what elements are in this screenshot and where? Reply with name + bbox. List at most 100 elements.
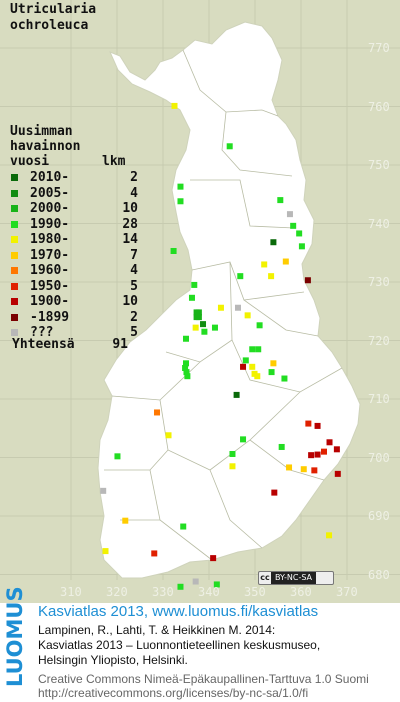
observation-marker xyxy=(182,364,189,371)
observation-marker xyxy=(311,467,318,474)
observation-marker xyxy=(177,198,184,205)
legend-count: 4 xyxy=(130,263,138,278)
legend-heading: Uusimman havainnon vuosi lkm xyxy=(10,124,125,169)
legend-swatch xyxy=(11,205,18,212)
observation-marker xyxy=(102,548,109,555)
y-axis-label: 690 xyxy=(368,509,390,523)
y-axis-label: 750 xyxy=(368,158,390,172)
observation-marker xyxy=(270,239,277,246)
legend-count: 10 xyxy=(122,201,138,216)
observation-marker xyxy=(211,324,218,331)
observation-marker xyxy=(177,183,184,190)
legend-label: 1900- xyxy=(30,294,70,309)
observation-marker xyxy=(314,422,321,429)
legend-label: 1970- xyxy=(30,247,70,263)
x-axis-label: 370 xyxy=(336,585,358,599)
observation-marker xyxy=(278,443,285,450)
legend-label: 1990- xyxy=(30,216,70,232)
license-line: http://creativecommons.org/licenses/by-n… xyxy=(38,686,309,700)
observation-marker xyxy=(282,258,289,265)
observation-marker xyxy=(151,550,158,557)
observation-marker xyxy=(304,277,311,284)
observation-marker xyxy=(229,463,236,470)
legend-count: 7 xyxy=(130,247,138,263)
cc-license-badge: cc BY-NC-SA xyxy=(258,571,334,585)
legend-swatch xyxy=(11,298,18,305)
observation-marker xyxy=(254,373,261,380)
legend-total-count: 91 xyxy=(112,337,128,352)
observation-marker xyxy=(195,314,202,321)
legend-swatch xyxy=(11,267,18,274)
finland-land xyxy=(97,21,361,579)
y-axis-label: 740 xyxy=(368,216,390,231)
legend-count: 14 xyxy=(122,232,138,247)
observation-marker xyxy=(321,448,327,455)
legend-total-label: Yhteensä xyxy=(12,337,75,352)
region-borders xyxy=(104,49,343,561)
legend-swatch xyxy=(11,282,18,290)
observation-marker xyxy=(308,452,315,459)
legend-count: 2 xyxy=(130,309,138,325)
observation-marker xyxy=(171,102,178,109)
observation-marker xyxy=(177,583,184,590)
y-axis-label: 730 xyxy=(368,275,390,289)
observation-marker xyxy=(184,373,191,380)
x-axis-label: 310 xyxy=(60,585,82,599)
observation-marker xyxy=(229,450,236,457)
citation-line: Helsingin Yliopisto, Helsinki. xyxy=(38,653,188,667)
legend-count: 4 xyxy=(130,185,138,201)
cc-icon: cc xyxy=(260,573,270,582)
observation-marker xyxy=(305,420,312,427)
observation-marker xyxy=(180,523,187,530)
species-name-line: Utricularia xyxy=(10,2,97,17)
legend-label: 2000- xyxy=(30,201,70,216)
observation-marker xyxy=(122,517,129,524)
citation: Lampinen, R., Lahti, T. & Heikkinen M. 2… xyxy=(38,623,320,668)
x-axis-label: 360 xyxy=(290,585,312,599)
observation-marker xyxy=(170,247,177,254)
citation-line: Kasviatlas 2013 – Luonnontieteellinen ke… xyxy=(38,638,321,652)
observation-marker xyxy=(240,436,247,443)
observation-marker xyxy=(183,335,189,342)
observation-marker xyxy=(226,143,233,150)
legend-count: 10 xyxy=(122,294,138,309)
x-axis-label: 320 xyxy=(106,585,128,599)
legend-swatch xyxy=(11,220,18,228)
y-axis-label: 770 xyxy=(368,41,390,55)
observation-marker xyxy=(114,453,121,460)
finland-distribution-map xyxy=(0,0,400,590)
observation-marker xyxy=(100,487,107,494)
legend-label: 1980- xyxy=(30,232,70,247)
observation-marker xyxy=(249,346,256,353)
atlas-headline: Kasviatlas 2013, www.luomus.fi/kasviatla… xyxy=(38,603,319,620)
legend-label: 1950- xyxy=(30,278,70,294)
observation-marker xyxy=(326,532,333,539)
observation-marker xyxy=(270,360,277,367)
y-axis-label: 680 xyxy=(368,567,390,582)
y-axis-label: 760 xyxy=(368,99,390,114)
legend-label: ??? xyxy=(30,325,54,340)
observation-marker xyxy=(286,211,293,218)
observation-marker xyxy=(217,304,224,311)
license-line: Creative Commons Nimeä-Epäkaupallinen-Ta… xyxy=(38,672,369,686)
legend-label: 2010- xyxy=(30,170,70,185)
legend-label: -1899 xyxy=(30,309,70,325)
legend-swatch xyxy=(11,329,18,336)
y-axis-label: 700 xyxy=(368,450,390,465)
observation-marker xyxy=(256,322,263,329)
observation-marker xyxy=(200,321,207,328)
observation-marker xyxy=(296,230,303,237)
legend-label: 1960- xyxy=(30,263,70,278)
observation-marker xyxy=(154,409,161,416)
observation-marker xyxy=(314,451,321,458)
observation-marker xyxy=(244,312,251,319)
observation-marker xyxy=(233,391,240,398)
legend-count: 2 xyxy=(130,170,138,185)
observation-marker xyxy=(183,369,190,376)
observation-marker xyxy=(334,470,341,477)
legend-swatch xyxy=(11,189,18,197)
luomus-logo: LUOMUS xyxy=(3,586,27,687)
observation-marker xyxy=(192,324,199,331)
species-name-line: ochroleuca xyxy=(10,18,89,33)
observation-marker xyxy=(255,346,262,353)
